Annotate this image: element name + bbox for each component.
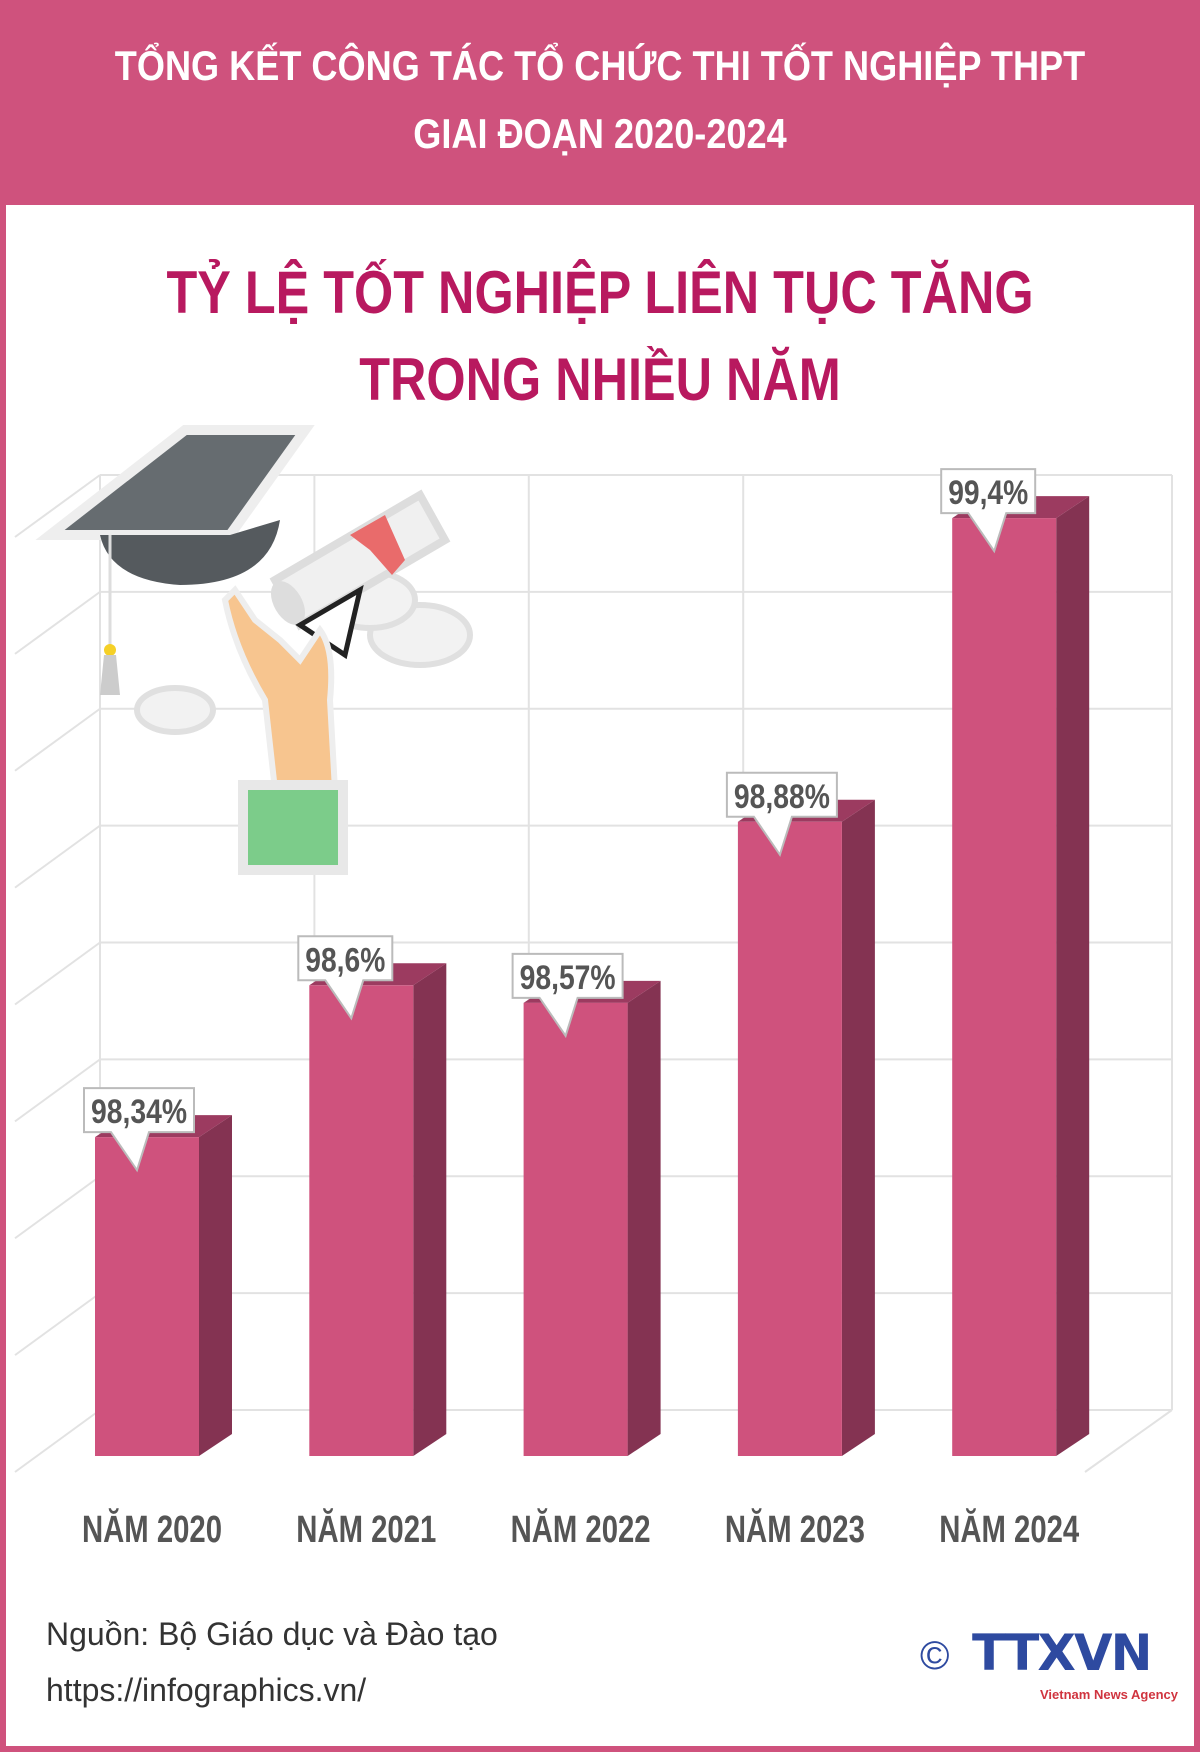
x-tick-label: NĂM 2021 xyxy=(296,1507,436,1551)
data-label: 98,88% xyxy=(734,778,830,816)
chart-title-line2: TRONG NHIỀU NĂM xyxy=(359,346,841,413)
source-text: Nguồn: Bộ Giáo dục và Đào tạo xyxy=(46,1616,498,1652)
bar-side xyxy=(199,1115,232,1456)
gridline-diagonal xyxy=(1084,1409,1173,1473)
data-label-callout xyxy=(725,771,838,858)
data-label: 98,57% xyxy=(520,959,616,997)
header-banner: TỔNG KẾT CÔNG TÁC TỔ CHỨC THI TỐT NGHIỆP… xyxy=(0,0,1200,205)
logo-tagline: Vietnam News Agency xyxy=(1040,1687,1178,1702)
bar xyxy=(95,1137,199,1456)
header-title-line1: TỔNG KẾT CÔNG TÁC TỔ CHỨC THI TỐT NGHIỆP… xyxy=(114,42,1086,89)
source-url[interactable]: https://infographics.vn/ xyxy=(46,1672,367,1708)
x-tick-label: NĂM 2024 xyxy=(939,1507,1079,1551)
x-tick-label: NĂM 2023 xyxy=(725,1507,865,1551)
gridline-diagonal xyxy=(14,1292,101,1356)
gridline-diagonal xyxy=(14,824,101,889)
gridline-diagonal xyxy=(14,707,101,772)
bar-side xyxy=(841,799,875,1456)
logo-text: TTXVN xyxy=(972,1624,1152,1682)
bar-side xyxy=(413,963,447,1456)
gridline-diagonal xyxy=(14,1058,101,1123)
ttxvn-logo: © TTXVN Vietnam News Agency xyxy=(920,1628,1190,1708)
data-label: 99,4% xyxy=(948,474,1028,512)
bar-side xyxy=(627,980,661,1456)
data-label-callout xyxy=(83,1087,195,1173)
data-label-callout xyxy=(297,935,394,1021)
gridline-diagonal xyxy=(14,474,101,538)
data-label: 98,6% xyxy=(305,941,385,979)
gridline-diagonal xyxy=(14,941,101,1006)
gridline-diagonal xyxy=(14,591,101,655)
data-label-callout xyxy=(511,952,624,1039)
header-title-line2: GIAI ĐOẠN 2020-2024 xyxy=(413,110,787,157)
bar xyxy=(309,985,414,1456)
data-label: 98,34% xyxy=(91,1093,187,1131)
bar xyxy=(523,1002,628,1456)
chart-title-line1: TỶ LỆ TỐT NGHIỆP LIÊN TỤC TĂNG xyxy=(166,259,1034,326)
data-label-callout xyxy=(940,468,1037,554)
copyright-icon: © xyxy=(920,1634,950,1678)
gridline-diagonal xyxy=(14,1175,101,1240)
x-tick-label: NĂM 2020 xyxy=(82,1507,222,1551)
gridline-diagonal xyxy=(14,1409,101,1473)
bar-side xyxy=(1056,496,1090,1456)
bar xyxy=(952,518,1057,1456)
bar xyxy=(737,821,842,1456)
x-tick-label: NĂM 2022 xyxy=(511,1507,651,1551)
